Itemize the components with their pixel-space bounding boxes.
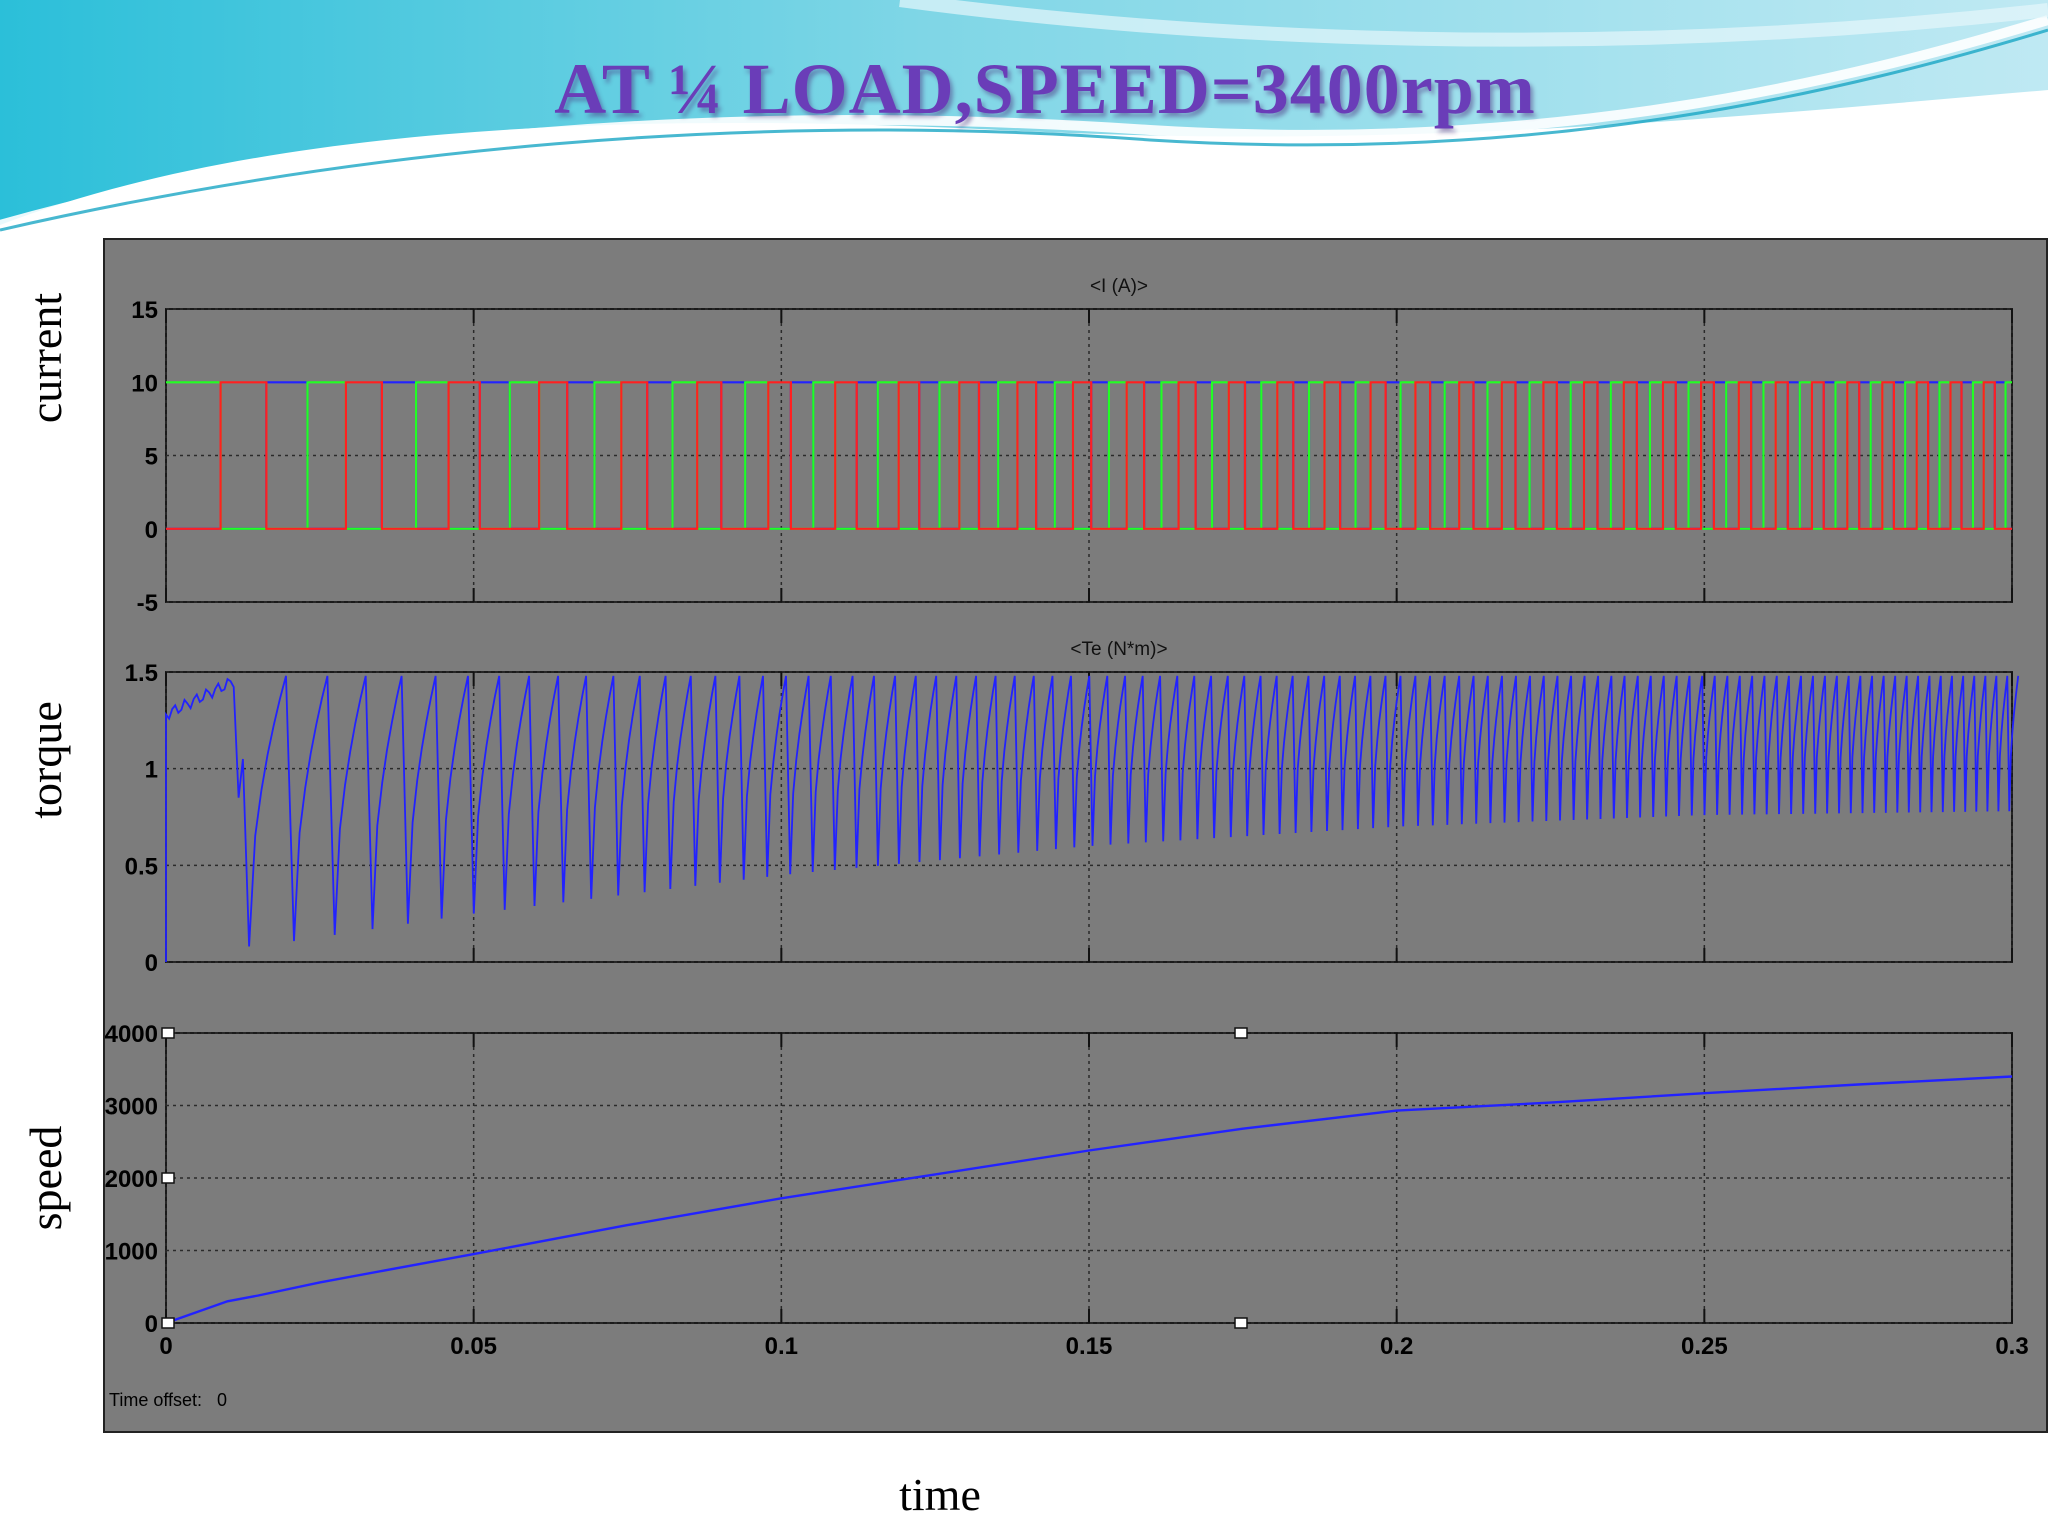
y-tick-label: 1.5 [125, 660, 158, 687]
axes-handle [1234, 1027, 1248, 1039]
y-tick-label: 15 [131, 297, 158, 324]
current-series-3 [166, 381, 2012, 530]
slide-title: AT ¼ LOAD,SPEED=3400rpm [554, 49, 1536, 129]
y-tick-label: 0 [145, 1311, 158, 1338]
torque-series [165, 675, 2020, 962]
x-tick-label: 0.15 [1066, 1333, 1113, 1360]
x-tick-label: 0.3 [1995, 1333, 2028, 1360]
axes-handle [161, 1317, 175, 1329]
axes-handle [161, 1172, 175, 1184]
x-tick-label: 0.2 [1380, 1333, 1413, 1360]
scope-plots: 15 10 5 0 -5 <I (A)> 1.5 1 0.5 0 <Te (N*m)> 4000 300… [105, 276, 2029, 1410]
x-tick-label: 0.25 [1681, 1333, 1728, 1360]
y-tick-label: 0 [145, 950, 158, 977]
x-tick-label: 0 [159, 1333, 172, 1360]
x-tick-label: 0.1 [765, 1333, 798, 1360]
y-tick-label: 4000 [105, 1021, 158, 1048]
y-tick-label: 3000 [105, 1094, 158, 1121]
slide-banner [0, 0, 2048, 232]
speed-series [165, 1075, 2013, 1325]
plot-area-1 [165, 308, 2013, 603]
time-offset-value: 0 [217, 1390, 227, 1410]
time-axis-label: time [899, 1469, 981, 1520]
y-tick-label: 10 [131, 370, 158, 397]
torque-axis-label: torque [20, 701, 71, 819]
current-axis-label: current [20, 292, 71, 424]
y-tick-label: 2000 [105, 1166, 158, 1193]
y-tick-label: 0.5 [125, 853, 158, 880]
axes-handle [161, 1027, 175, 1039]
x-tick-label: 0.05 [450, 1333, 497, 1360]
axes-handle [1234, 1317, 1248, 1329]
plot-area-2 [165, 671, 2013, 963]
y-tick-label: 1000 [105, 1239, 158, 1266]
time-offset-label: Time offset: [109, 1390, 202, 1410]
scope-panel: 15 10 5 0 -5 <I (A)> 1.5 1 0.5 0 <Te (N*m)> 4000 300… [103, 238, 2048, 1433]
speed-axis-label: speed [20, 1125, 71, 1231]
y-tick-label: 0 [145, 517, 158, 544]
plot-title-1: <I (A)> [1090, 276, 1148, 297]
y-tick-label: 1 [145, 757, 158, 784]
plot-title-2: <Te (N*m)> [1070, 639, 1167, 660]
y-tick-label: -5 [137, 590, 158, 617]
y-tick-label: 5 [145, 444, 158, 471]
